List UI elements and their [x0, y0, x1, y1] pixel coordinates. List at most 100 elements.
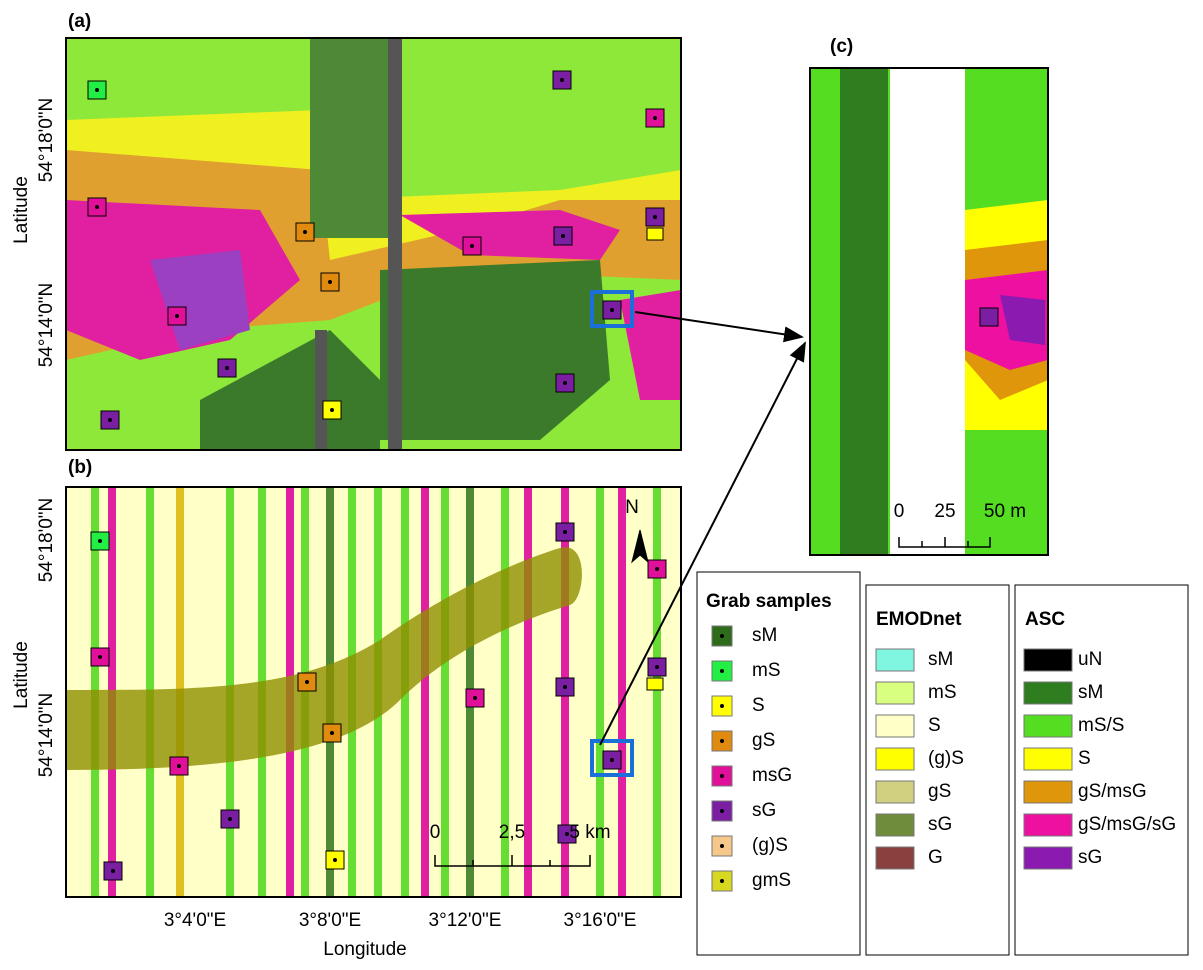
y-tick-label: 54°14'0"N [36, 693, 57, 778]
x-tick-label: 3°16'0"E [564, 910, 637, 931]
highlight-box [590, 739, 634, 777]
legend-swatch [1023, 780, 1073, 804]
legend-dot [720, 739, 724, 743]
y-tick-label: 54°18'0"N [36, 498, 57, 583]
legend-swatch [1023, 648, 1073, 672]
legend-label: S [928, 715, 941, 736]
legend-title: EMODnet [876, 609, 962, 630]
arrow [599, 341, 806, 746]
legend-swatch [1023, 714, 1073, 738]
sample-dot [303, 230, 307, 234]
sample-marker [979, 307, 999, 327]
sample-dot [560, 78, 564, 82]
legend-label: sM [928, 649, 953, 670]
sample-marker [646, 677, 664, 691]
map-c [809, 67, 1049, 556]
y-axis-label: Latitude [11, 641, 32, 709]
sample-dot [333, 858, 337, 862]
sample-dot [655, 665, 659, 669]
map-a [66, 38, 681, 450]
legend-label: (g)S [928, 748, 964, 769]
legend-swatch [875, 714, 915, 738]
legend-label: gS [752, 730, 775, 751]
legend-swatch [1023, 681, 1073, 705]
legend-dot [720, 704, 724, 708]
sample-dot [177, 764, 181, 768]
legend-dot [720, 879, 724, 883]
highlight-box [590, 290, 634, 328]
legend-swatch [875, 780, 915, 804]
legend-label: gmS [752, 870, 791, 891]
sample-dot [111, 869, 115, 873]
legend-label: G [928, 847, 943, 868]
sample-dot [561, 234, 565, 238]
y-tick-label: 54°18'0"N [36, 98, 57, 183]
legend-label: sG [752, 800, 776, 821]
sample-dot [228, 817, 232, 821]
scale-label: 0 [430, 822, 441, 843]
panel-label: (c) [830, 36, 853, 57]
map-stripe [618, 487, 626, 897]
scale-label: 50 m [984, 501, 1026, 522]
legend-label: mS [928, 682, 957, 703]
scale-label: 25 [934, 501, 955, 522]
sample-dot [330, 731, 334, 735]
legend-swatch [875, 846, 915, 870]
map-stripe [653, 487, 661, 897]
legend-dot [720, 634, 724, 638]
map-stripe [596, 487, 604, 897]
sample-dot [563, 685, 567, 689]
y-axis-label: Latitude [11, 176, 32, 244]
sample-dot [563, 530, 567, 534]
legend-swatch [875, 813, 915, 837]
legend-label: mS/S [1078, 715, 1124, 736]
frame-b [65, 486, 682, 898]
x-tick-label: 3°12'0"E [429, 910, 502, 931]
x-tick-label: 3°8'0"E [299, 910, 361, 931]
legend-dot [720, 844, 724, 848]
map-stripe [421, 487, 429, 897]
sample-dot [563, 381, 567, 385]
legend-label: sG [1078, 847, 1102, 868]
y-tick-label: 54°14'0"N [36, 283, 57, 368]
legend-swatch [1023, 813, 1073, 837]
legend-swatch [1023, 747, 1073, 771]
x-axis-label: Longitude [323, 939, 406, 960]
frame-a [65, 37, 682, 451]
sample-dot [653, 215, 657, 219]
sample-dot [305, 680, 309, 684]
sample-dot [565, 832, 569, 836]
legend-swatch [875, 648, 915, 672]
sample-dot [330, 408, 334, 412]
sample-dot [473, 696, 477, 700]
legend-label: sM [752, 625, 777, 646]
map-stripe [441, 487, 449, 897]
legend-label: gS [928, 781, 951, 802]
sample-dot [653, 116, 657, 120]
arrow [634, 311, 804, 343]
map-stripe [524, 487, 532, 897]
legend-swatch [875, 681, 915, 705]
scale-bar [434, 855, 591, 867]
sample-dot [98, 539, 102, 543]
legend-swatch [1023, 846, 1073, 870]
x-tick-label: 3°4'0"E [164, 910, 226, 931]
legend-swatch [875, 747, 915, 771]
sample-dot [470, 244, 474, 248]
legend-dot [720, 669, 724, 673]
legend-label: gS/msG [1078, 781, 1147, 802]
panel-label: (b) [68, 457, 92, 478]
sample-dot [225, 366, 229, 370]
legend-label: mS [752, 660, 781, 681]
sample-dot [328, 280, 332, 284]
legend-label: (g)S [752, 835, 788, 856]
sample-marker [646, 227, 664, 241]
scale-label: 0 [894, 501, 905, 522]
legend-label: gS/msG/sG [1078, 814, 1176, 835]
legend-label: sM [1078, 682, 1103, 703]
legend-label: S [752, 695, 765, 716]
north-label: N [625, 497, 639, 518]
sample-dot [175, 314, 179, 318]
legend-title: Grab samples [706, 591, 832, 612]
